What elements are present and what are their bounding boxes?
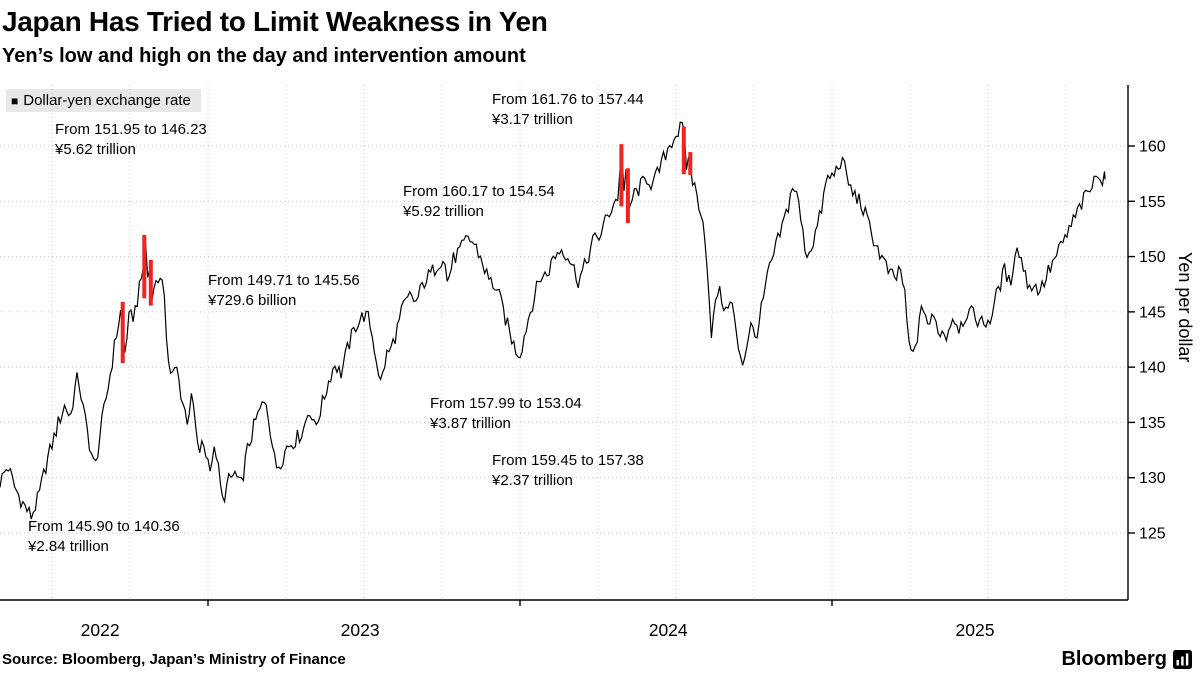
- y-tick-label: 150: [1139, 249, 1166, 266]
- y-tick-label: 145: [1139, 304, 1166, 321]
- x-year-label: 2025: [956, 620, 995, 640]
- page-subtitle: Yen’s low and high on the day and interv…: [2, 45, 526, 67]
- y-tick-label: 130: [1139, 470, 1166, 487]
- legend-swatch-icon: ■: [11, 93, 19, 108]
- page-title: Japan Has Tried to Limit Weakness in Yen: [2, 6, 548, 37]
- y-axis-title: Yen per dollar: [1175, 252, 1195, 363]
- x-year-label: 2024: [649, 620, 688, 640]
- legend-label: Dollar-yen exchange rate: [23, 92, 191, 109]
- x-year-label: 2022: [81, 620, 120, 640]
- y-tick-label: 140: [1139, 360, 1166, 377]
- bloomberg-terminal-icon: [1173, 650, 1192, 669]
- y-tick-label: 125: [1139, 525, 1166, 542]
- y-tick-label: 135: [1139, 415, 1166, 432]
- y-tick-label: 155: [1139, 194, 1166, 211]
- y-tick-label: 160: [1139, 139, 1166, 156]
- series-line: [0, 121, 1106, 520]
- legend: ■ Dollar-yen exchange rate: [6, 89, 201, 112]
- footer: Source: Bloomberg, Japan’s Ministry of F…: [2, 648, 1192, 671]
- bloomberg-logo-text: Bloomberg: [1061, 648, 1167, 670]
- source-note: Source: Bloomberg, Japan’s Ministry of F…: [2, 651, 346, 668]
- x-year-label: 2023: [341, 620, 380, 640]
- bloomberg-logo: Bloomberg: [1061, 648, 1192, 671]
